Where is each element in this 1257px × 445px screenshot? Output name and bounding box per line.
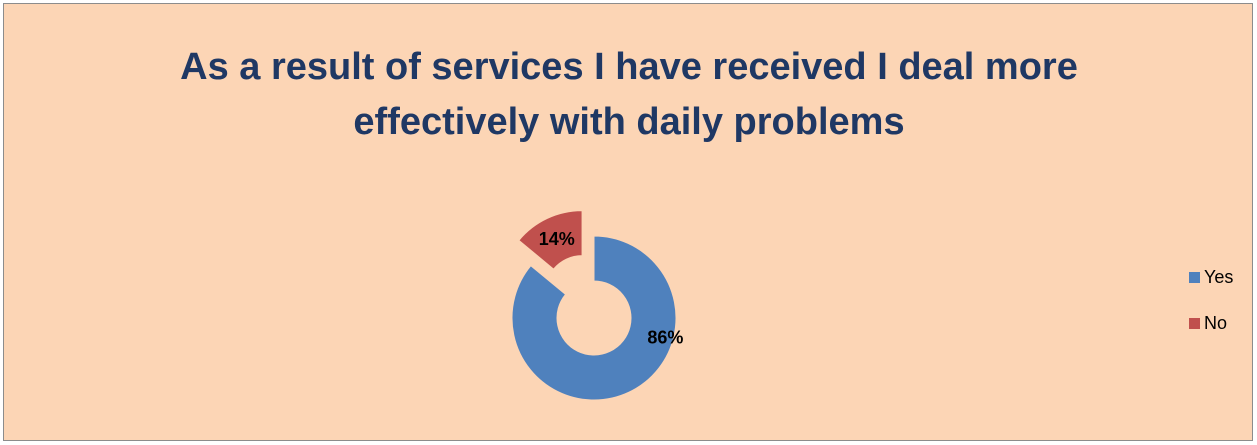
slice-yes xyxy=(511,235,677,401)
legend-label-no: No xyxy=(1204,312,1228,333)
chart-area: As a result of services I have received … xyxy=(3,3,1253,441)
chart-title-line-1: As a result of services I have received … xyxy=(180,46,1078,88)
chart-title-line-2: effectively with daily problems xyxy=(353,101,905,143)
legend: Yes No xyxy=(1189,266,1233,358)
legend-label-yes: Yes xyxy=(1204,266,1234,287)
legend-item-yes: Yes xyxy=(1189,266,1233,288)
legend-swatch-yes xyxy=(1189,271,1200,283)
legend-item-no: No xyxy=(1189,312,1233,334)
legend-swatch-no xyxy=(1189,317,1200,329)
data-label-no: 14% xyxy=(539,229,575,249)
data-label-yes: 86% xyxy=(647,327,683,347)
doughnut-plot: 86% 14% xyxy=(511,210,683,401)
chart-title: As a result of services I have received … xyxy=(4,40,1254,150)
slice-no xyxy=(518,210,583,270)
